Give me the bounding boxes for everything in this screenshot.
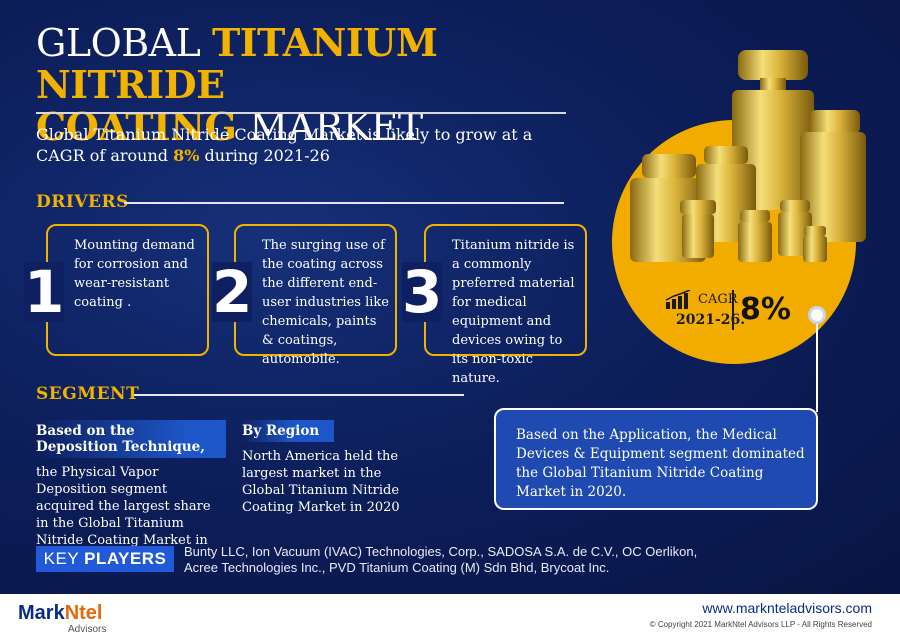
driver-text: Mounting demand for corrosion and wear-r… [74,238,195,310]
growth-chart-icon [665,290,691,309]
key-players-label-light: KEY [43,549,85,568]
logo-ntel: Ntel [64,602,103,624]
title-divider [36,112,566,114]
key-players-label: KEY PLAYERS [36,546,174,572]
driver-card-1: 1 Mounting demand for corrosion and wear… [24,224,209,356]
drivers-divider [124,202,564,204]
cagr-separator [732,290,734,330]
segment-deposition: Based on the Deposition Technique, the P… [36,420,226,566]
driver-number: 2 [212,258,253,326]
segment-region: By Region North America held the largest… [242,420,402,516]
brass-weights-illustration [630,50,866,262]
key-players-label-bold: PLAYERS [84,549,167,568]
driver-text: The surging use of the coating across th… [262,238,389,367]
segment-region-head: By Region [242,420,334,442]
connector-dot [808,306,826,324]
segment-heading: SEGMENT [36,384,140,404]
segment-deposition-head: Based on the Deposition Technique, [36,420,226,458]
drivers-heading: DRIVERS [36,192,129,212]
segment-application-text: Based on the Application, the Medical De… [516,427,805,500]
intro-highlight: 8% [173,146,200,165]
title-line1-white: GLOBAL [36,21,212,65]
connector-line [816,322,818,412]
website-link[interactable]: www.marknteladvisors.com [702,600,872,616]
segment-region-text: North America held the largest market in… [242,449,400,515]
logo-mark: Mark [18,602,65,624]
key-players-list: Bunty LLC, Ion Vacuum (IVAC) Technologie… [184,544,698,575]
cagr-period: 2021-26. [676,312,746,328]
brand-logo[interactable]: MarkNtel [18,602,103,625]
intro-before: Global Titanium Nitride Coating Market i… [36,125,533,165]
segment-divider [134,394,464,396]
title-line1-gold: TITANIUM NITRIDE [36,20,438,107]
driver-number: 3 [402,258,443,326]
driver-number: 1 [24,258,65,326]
driver-card-2: 2 The surging use of the coating across … [212,224,397,367]
driver-card-3: 3 Titanium nitride is a commonly preferr… [402,224,587,386]
cagr-badge: CAGR 2021-26. 8% [662,288,802,334]
cagr-value: 8% [740,292,791,327]
copyright-text: © Copyright 2021 MarkNtel Advisors LLP -… [649,620,872,629]
segment-application-box: Based on the Application, the Medical De… [494,408,818,510]
intro-after: during 2021-26 [199,146,330,165]
infographic-canvas: GLOBAL TITANIUM NITRIDE COATING MARKET G… [0,0,900,594]
cagr-label: CAGR [698,292,738,307]
footer: MarkNtel Advisors www.marknteladvisors.c… [0,594,900,638]
intro-text: Global Titanium Nitride Coating Market i… [36,124,576,166]
logo-subtitle: Advisors [68,624,107,635]
driver-text: Titanium nitride is a commonly preferred… [452,238,575,386]
